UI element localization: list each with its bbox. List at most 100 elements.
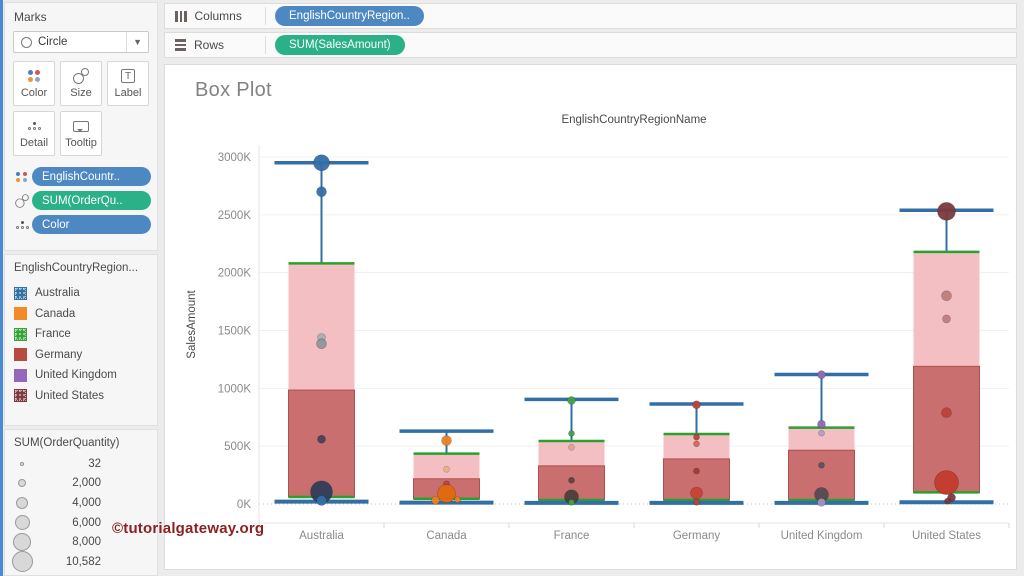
data-point[interactable] [937, 202, 956, 221]
boxplot-chart[interactable]: 0K 500K 1000K 1500K 2000K 2500K 3000K EnglishCo… [165, 65, 1016, 569]
box-upper[interactable] [413, 453, 480, 479]
shelf-divider [265, 7, 266, 25]
data-point[interactable] [941, 407, 952, 418]
columns-pill[interactable]: EnglishCountryRegion.. [275, 6, 424, 26]
data-point[interactable] [817, 498, 826, 507]
size-button-label: Size [70, 87, 92, 99]
data-point[interactable] [693, 499, 700, 506]
legend-item[interactable]: Australia [5, 283, 157, 304]
size-legend-item[interactable]: 6,000 [5, 513, 157, 533]
size-legend-card: SUM(OrderQuantity) 32 2,000 4,000 6,000 8,00… [4, 429, 158, 576]
rows-pill[interactable]: SUM(SalesAmount) [275, 35, 405, 55]
data-point[interactable] [316, 495, 327, 506]
legend-item[interactable]: Canada [5, 304, 157, 325]
data-point[interactable] [313, 154, 330, 172]
legend-item[interactable]: United States [5, 386, 157, 407]
box-lower[interactable] [288, 389, 355, 498]
data-point[interactable] [942, 314, 951, 324]
color-legend-items: Australia Canada France Germany United Kingd… [5, 283, 157, 406]
data-point[interactable] [817, 370, 826, 379]
y-tick-label: 500K [224, 441, 251, 453]
size-legend-item[interactable]: 32 [5, 454, 157, 474]
detail-button[interactable]: Detail [13, 111, 55, 156]
mark-type-dropdown[interactable]: Circle ▼ [13, 31, 149, 53]
data-point[interactable] [316, 186, 327, 197]
chart-panel: Box Plot 0K 500K 1000K 1500K 2000K 2500K 3000K… [164, 64, 1017, 570]
data-point[interactable] [818, 461, 825, 469]
y-axis-title: SalesAmount [186, 289, 198, 358]
data-point[interactable] [454, 496, 461, 503]
box-upper[interactable] [288, 263, 355, 391]
data-point[interactable] [443, 465, 450, 473]
data-point[interactable] [437, 484, 456, 503]
color-button-label: Color [20, 87, 48, 99]
tooltip-button[interactable]: Tooltip [60, 111, 102, 156]
tooltip-icon [73, 118, 89, 134]
size-legend-item[interactable]: 8,000 [5, 532, 157, 552]
boxplot-australia[interactable] [274, 154, 369, 506]
data-point[interactable] [567, 396, 576, 405]
pill-color[interactable]: Color [32, 215, 151, 234]
size-legend-item[interactable]: 2,000 [5, 474, 157, 494]
box-upper[interactable] [788, 427, 855, 451]
data-point[interactable] [941, 290, 952, 302]
columns-shelf[interactable]: Columns EnglishCountryRegion.. [164, 3, 1017, 29]
boxplot-germany[interactable] [649, 400, 744, 506]
color-legend-card: EnglishCountryRegion... Australia Canada F… [4, 254, 158, 426]
data-point[interactable] [316, 338, 327, 350]
data-point[interactable] [568, 444, 575, 451]
data-point[interactable] [693, 467, 700, 475]
data-point[interactable] [692, 400, 701, 410]
detail-button-label: Detail [19, 137, 49, 149]
size-legend-item[interactable]: 4,000 [5, 493, 157, 513]
y-tick-label: 0K [237, 499, 251, 511]
boxplot-united-states[interactable] [899, 202, 994, 505]
size-dot [20, 462, 24, 466]
category-label: France [554, 530, 590, 542]
color-button[interactable]: Color [13, 61, 55, 106]
detail-dots-icon [12, 220, 32, 229]
data-point[interactable] [431, 495, 440, 505]
data-point[interactable] [690, 486, 703, 500]
size-legend-items: 32 2,000 4,000 6,000 8,000 10,582 [5, 454, 157, 573]
chevron-down-icon[interactable]: ▼ [126, 32, 148, 52]
legend-swatch [14, 368, 27, 382]
size-label: 32 [88, 457, 101, 470]
category-label: Canada [426, 530, 467, 542]
category-label: Australia [299, 530, 344, 542]
legend-label: United States [35, 389, 105, 402]
data-point[interactable] [693, 433, 700, 441]
legend-item[interactable]: United Kingdom [5, 365, 157, 386]
size-legend-item[interactable]: 10,582 [5, 551, 157, 573]
color-icon [28, 68, 40, 84]
size-label: 2,000 [72, 477, 101, 490]
boxplot-united-kingdom[interactable] [774, 370, 869, 507]
legend-item[interactable]: France [5, 324, 157, 345]
y-tick-label: 2000K [218, 268, 252, 280]
data-point[interactable] [317, 434, 326, 444]
data-point[interactable] [818, 429, 825, 437]
y-tick-label: 1500K [218, 326, 252, 338]
boxplot-france[interactable] [524, 396, 619, 506]
data-point[interactable] [441, 435, 452, 446]
color-dots-icon [12, 171, 32, 182]
data-point[interactable] [568, 476, 575, 484]
data-point[interactable] [934, 470, 959, 495]
rows-shelf[interactable]: Rows SUM(SalesAmount) [164, 32, 1017, 58]
legend-swatch [14, 327, 27, 341]
pill-english-country[interactable]: EnglishCountr.. [32, 167, 151, 186]
data-point[interactable] [693, 440, 700, 448]
size-label: 8,000 [72, 536, 101, 549]
size-button[interactable]: Size [60, 61, 102, 106]
y-tick-label: 2500K [218, 210, 252, 222]
legend-item[interactable]: Germany [5, 345, 157, 366]
pill-sum-orderquantity[interactable]: SUM(OrderQu.. [32, 191, 151, 210]
label-button[interactable]: T Label [107, 61, 149, 106]
box-upper[interactable] [913, 251, 980, 367]
data-point[interactable] [944, 497, 951, 505]
data-point[interactable] [817, 419, 826, 429]
boxplot-canada[interactable] [399, 429, 494, 505]
data-point[interactable] [568, 499, 575, 506]
data-point[interactable] [568, 430, 575, 437]
